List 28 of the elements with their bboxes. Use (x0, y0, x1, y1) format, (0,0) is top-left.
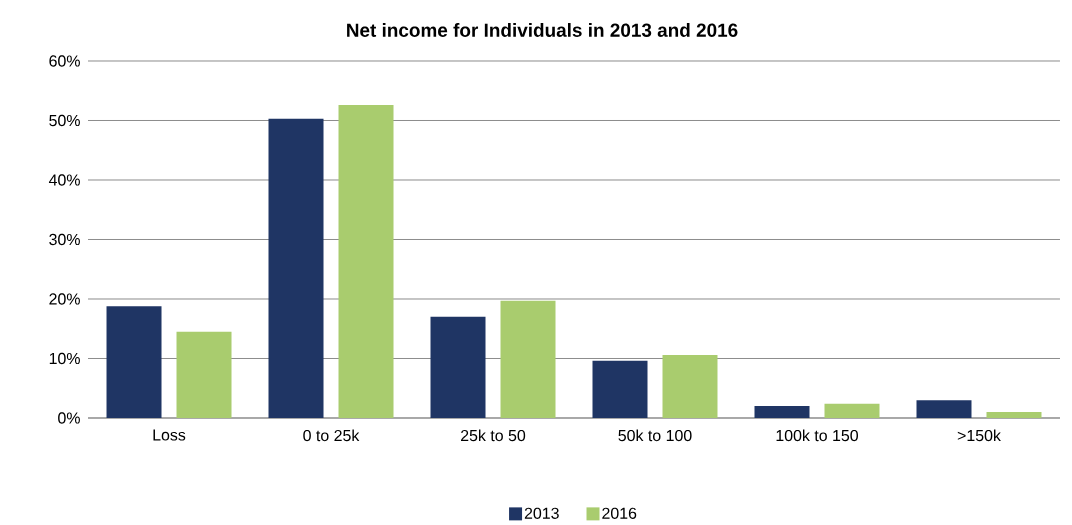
bar (662, 354, 718, 418)
bar (592, 360, 648, 418)
x-tick-label: 100k to 150 (776, 429, 858, 442)
x-tick-label: 0 to 25k (303, 429, 360, 442)
bar (176, 331, 232, 418)
bar (106, 306, 162, 418)
x-tick-label: >150k (957, 429, 1001, 442)
y-tick-label: 40% (48, 174, 80, 186)
chart-title: Net income for Individuals in 2013 and 2016 (347, 22, 738, 37)
bar (986, 411, 1042, 418)
x-tick-label: Loss (153, 429, 186, 441)
bar (338, 104, 394, 418)
x-tick-label: 50k to 100 (618, 429, 692, 442)
bar (916, 400, 972, 418)
y-tick-label: 30% (49, 233, 80, 246)
bar (430, 316, 486, 418)
y-tick-label: 60% (49, 55, 80, 67)
x-tick-label: 25k to 50 (461, 429, 526, 442)
bar (754, 406, 810, 418)
y-tick-label: 50% (49, 114, 80, 127)
bar (268, 118, 324, 418)
y-tick-label: 20% (49, 293, 80, 305)
bar (824, 403, 880, 418)
y-tick-label: 0% (58, 412, 80, 424)
legend-label: 2016 (602, 507, 637, 519)
legend-label: 2013 (524, 507, 559, 519)
bar (500, 300, 556, 418)
y-tick-label: 10% (49, 352, 80, 365)
